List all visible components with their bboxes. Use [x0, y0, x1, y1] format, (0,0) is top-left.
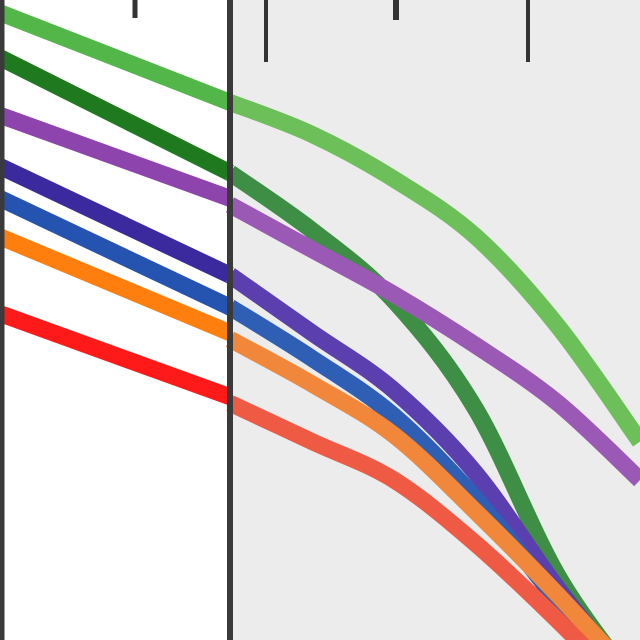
left-panel-series: [0, 4, 234, 405]
left-series-line-4: [0, 158, 234, 283]
right-series-line-1: [226, 94, 640, 447]
left-series-line-6: [0, 228, 234, 341]
left-series-line-1: [0, 4, 234, 111]
right-series-line-3: [225, 197, 640, 487]
left-series-line-5: [0, 190, 234, 315]
left-series-line-7: [0, 305, 233, 405]
top-ticks: [132, 0, 530, 62]
right-series-line-6: [225, 331, 611, 640]
right-series-line-7: [226, 395, 590, 640]
left-series-line-2: [0, 50, 234, 181]
left-series-line-3: [0, 107, 233, 207]
right-panel-series: [225, 94, 640, 640]
